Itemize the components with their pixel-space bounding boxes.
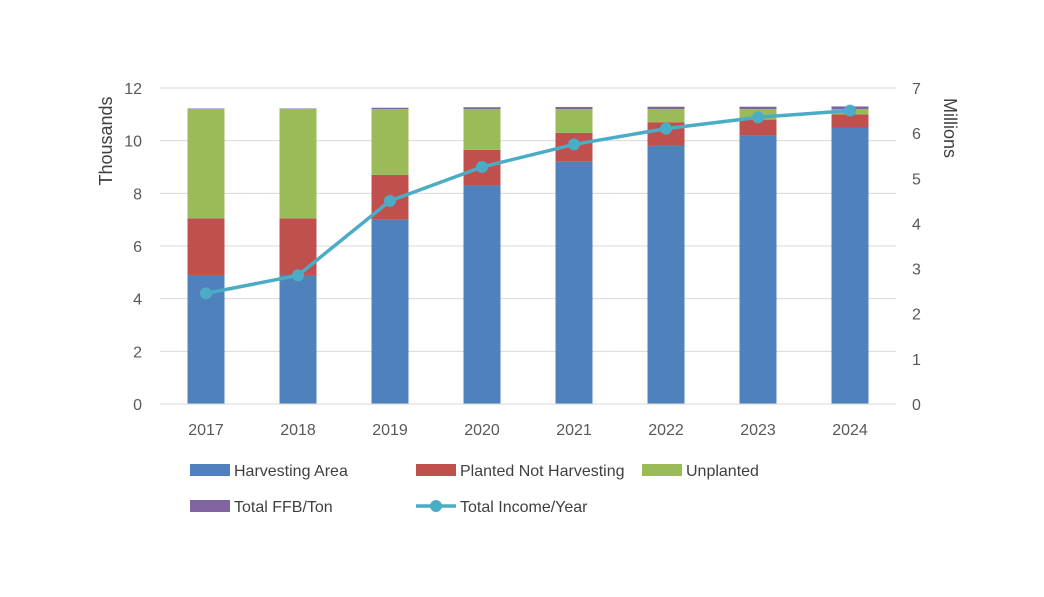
bar-segment — [647, 106, 685, 110]
line-point — [752, 111, 764, 124]
bar-segment — [279, 109, 317, 219]
y-axis-right-title: Millions — [940, 98, 960, 158]
legend-label: Harvesting Area — [234, 463, 348, 480]
x-tick-label: 2018 — [280, 422, 316, 439]
line-point — [660, 122, 672, 135]
bar-segment — [555, 161, 593, 404]
bars — [187, 106, 869, 404]
y-right-tick-label: 4 — [912, 216, 921, 233]
legend-label: Total FFB/Ton — [234, 499, 333, 516]
y-left-tick-label: 0 — [133, 397, 142, 414]
y-right-tick-label: 3 — [912, 262, 921, 279]
bar-segment — [187, 109, 225, 219]
bar-segment — [463, 185, 501, 404]
y-right-tick-label: 1 — [912, 352, 921, 369]
bar-segment — [831, 127, 869, 404]
y-right-tick-label: 6 — [912, 126, 921, 143]
x-tick-label: 2017 — [188, 422, 224, 439]
legend-label: Total Income/Year — [460, 499, 588, 516]
bar-segment — [555, 106, 593, 110]
bar-segment — [831, 114, 869, 128]
y-right-tick-label: 7 — [912, 81, 921, 98]
line-point — [568, 138, 580, 151]
legend-label: Unplanted — [686, 463, 759, 480]
line-point — [844, 104, 856, 117]
y-axis-left-title: Thousands — [96, 96, 116, 185]
line-point — [292, 269, 304, 282]
bar-segment — [647, 109, 685, 123]
y-right-tick-label: 2 — [912, 307, 921, 324]
bar-segment — [279, 274, 317, 404]
x-tick-label: 2024 — [832, 422, 868, 439]
bar-segment — [371, 107, 409, 110]
y-left-tick-label: 4 — [133, 292, 142, 309]
axes: Thousands Millions 024681012012345672017… — [96, 81, 960, 439]
bar-segment — [371, 109, 409, 175]
y-right-tick-label: 5 — [912, 171, 921, 188]
bar-segment — [463, 109, 501, 150]
y-left-tick-label: 10 — [124, 134, 142, 151]
legend-swatch — [642, 464, 682, 476]
legend-swatch — [416, 464, 456, 476]
bar-segment — [739, 119, 777, 136]
y-left-tick-label: 2 — [133, 344, 142, 361]
x-tick-label: 2019 — [372, 422, 408, 439]
bar-segment — [463, 107, 501, 110]
bar-segment — [739, 106, 777, 110]
x-tick-label: 2020 — [464, 422, 500, 439]
legend-marker — [430, 500, 442, 512]
gridlines — [160, 87, 896, 405]
legend: Harvesting Area Planted Not Harvesting Unp… — [190, 463, 759, 516]
line-point — [200, 287, 212, 300]
y-left-tick-label: 6 — [133, 239, 142, 256]
y-right-tick-label: 0 — [912, 397, 921, 414]
bar-segment — [279, 108, 317, 110]
x-tick-label: 2023 — [740, 422, 776, 439]
bar-segment — [187, 108, 225, 110]
line-point — [476, 161, 488, 173]
y-left-tick-label: 8 — [133, 186, 142, 203]
x-tick-label: 2021 — [556, 422, 592, 439]
legend-swatch — [190, 464, 230, 476]
legend-label: Planted Not Harvesting — [460, 463, 625, 480]
income-line — [200, 104, 856, 300]
line-point — [384, 194, 396, 207]
bar-segment — [647, 145, 685, 404]
bar-segment — [187, 218, 225, 275]
bar-segment — [555, 109, 593, 133]
series-line — [205, 108, 851, 296]
x-tick-label: 2022 — [648, 422, 684, 439]
y-left-tick-label: 12 — [124, 81, 142, 98]
bar-segment — [739, 135, 777, 404]
legend-swatch — [190, 500, 230, 512]
bar-segment — [371, 219, 409, 404]
